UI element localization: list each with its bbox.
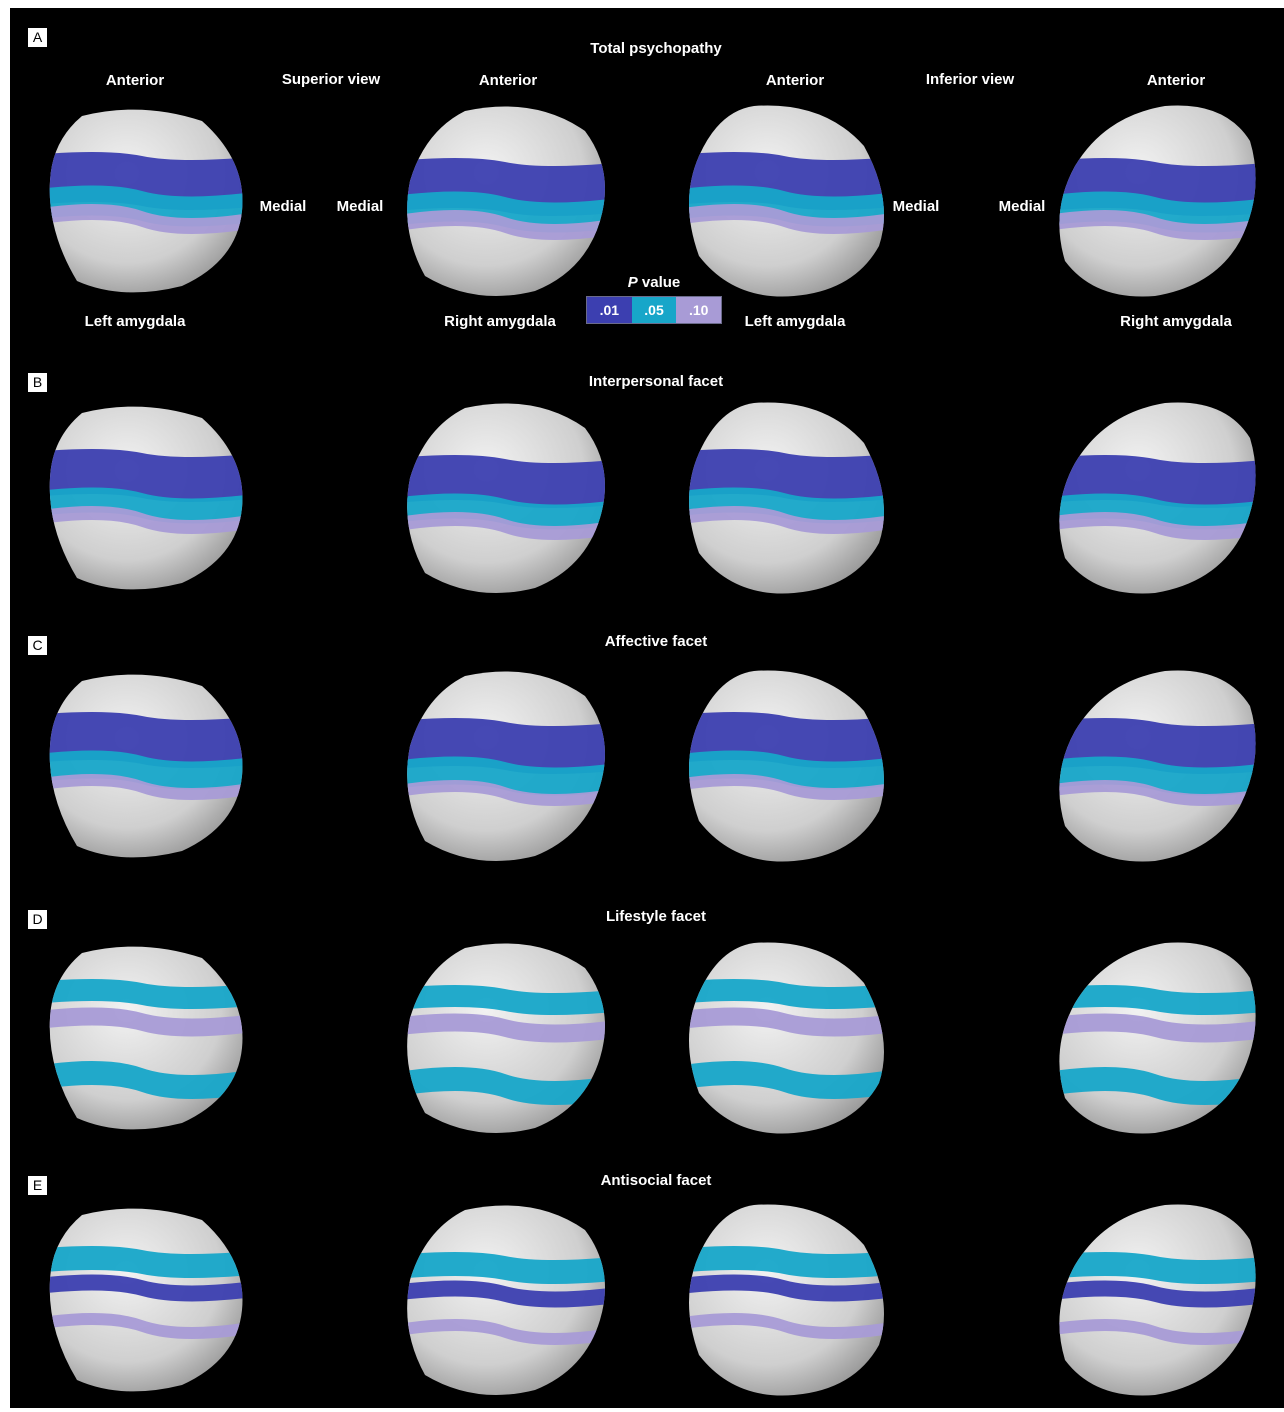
amygdala-rendering (689, 105, 884, 297)
amygdala-rendering (407, 403, 605, 593)
amygdala-rendering (1059, 402, 1256, 594)
label-right-amygdala-1: Right amygdala (444, 313, 556, 330)
amygdala-rendering (407, 671, 605, 861)
amygdala-rendering (49, 406, 243, 590)
legend-swatch-01: .01 (587, 297, 632, 323)
amygdala-rendering (407, 1205, 605, 1395)
label-superior-view: Superior view (281, 71, 381, 88)
amygdala-rendering (689, 942, 884, 1134)
figure: A Total psychopathy Anterior Superior vi… (10, 8, 1284, 1408)
amygdala-rendering (49, 109, 243, 293)
p-value-legend: P value .01 .05 .10 (586, 274, 722, 324)
panel-letter-e: E (28, 1176, 47, 1195)
amygdala-rendering (1059, 105, 1256, 297)
panel-title-b: Interpersonal facet (588, 373, 724, 390)
label-medial-4: Medial (998, 198, 1046, 215)
legend-bar: .01 .05 .10 (586, 296, 722, 324)
amygdala-rendering (407, 943, 605, 1133)
legend-title-p: P (627, 274, 638, 291)
legend-title: P value (586, 274, 722, 296)
label-medial-1: Medial (259, 198, 307, 215)
amygdala-rendering (689, 402, 884, 594)
panel-title-c: Affective facet (604, 633, 708, 650)
amygdala-rendering (1059, 670, 1256, 862)
panel-letter-b: B (28, 373, 47, 392)
label-anterior-2: Anterior (478, 72, 538, 89)
label-anterior-4: Anterior (1146, 72, 1206, 89)
amygdala-rendering (689, 1204, 884, 1396)
legend-swatch-05: .05 (631, 297, 677, 323)
label-anterior-3: Anterior (765, 72, 825, 89)
panel-letter-a: A (28, 28, 47, 47)
label-left-amygdala-2: Left amygdala (744, 313, 846, 330)
panel-letter-d: D (28, 910, 47, 929)
amygdala-rendering (49, 946, 243, 1130)
amygdala-rendering (1059, 1204, 1256, 1396)
amygdala-rendering (1059, 942, 1256, 1134)
amygdala-rendering (407, 106, 605, 296)
amygdala-rendering (49, 674, 243, 858)
amygdala-rendering (49, 1208, 243, 1392)
label-inferior-view: Inferior view (925, 71, 1015, 88)
amygdala-rendering (689, 670, 884, 862)
label-left-amygdala-1: Left amygdala (84, 313, 186, 330)
label-medial-2: Medial (336, 198, 384, 215)
legend-title-rest: value (637, 274, 681, 291)
panel-title-d: Lifestyle facet (605, 908, 707, 925)
label-medial-3: Medial (892, 198, 940, 215)
panel-title-a: Total psychopathy (590, 40, 722, 57)
panel-title-e: Antisocial facet (600, 1172, 712, 1189)
label-anterior-1: Anterior (105, 72, 165, 89)
legend-swatch-10: .10 (676, 297, 722, 323)
label-right-amygdala-2: Right amygdala (1120, 313, 1232, 330)
panel-letter-c: C (28, 636, 47, 655)
